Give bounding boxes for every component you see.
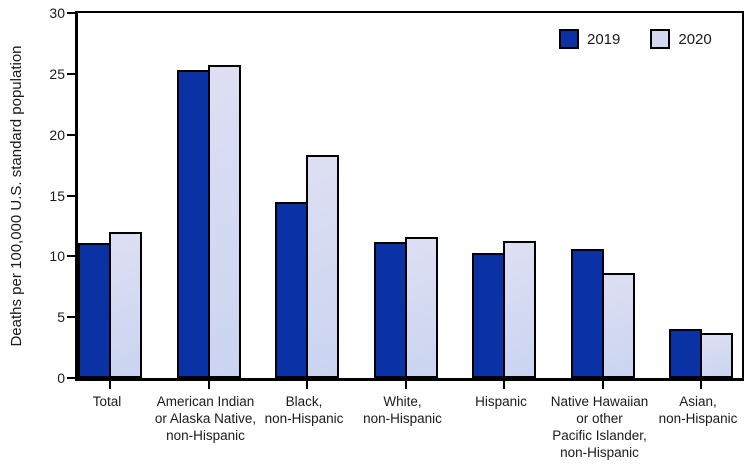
x-tick	[503, 381, 505, 389]
plot-content: 2019 2020 0 5 10 15 20 25 30	[49, 5, 742, 389]
y-tick	[67, 316, 75, 319]
y-tick	[67, 133, 75, 136]
bar-group	[669, 13, 733, 378]
legend-label: 2020	[678, 30, 712, 48]
y-tick	[67, 72, 75, 75]
y-tick-label: 5	[57, 309, 65, 326]
y-tick	[67, 194, 75, 197]
bar-2020	[700, 332, 733, 378]
legend: 2019 2020	[559, 29, 712, 49]
bar-2020	[404, 236, 438, 378]
x-category-label: Hispanic	[475, 394, 527, 409]
bar-group	[78, 13, 142, 378]
x-category-label: Native Hawaiian or other Pacific Islande…	[550, 394, 649, 460]
y-tick	[67, 12, 75, 14]
y-tick	[67, 377, 75, 379]
legend-item-2020: 2020	[650, 29, 712, 49]
legend-item-2019: 2019	[559, 29, 620, 49]
x-tick	[404, 381, 407, 389]
legend-swatch-2020	[650, 29, 671, 49]
x-tick	[700, 381, 702, 389]
x-category-label: Total	[92, 394, 122, 409]
x-category-label: American Indian or Alaska Native, non-Hi…	[154, 394, 257, 443]
y-tick-label: 0	[57, 370, 65, 386]
bar-2019	[373, 241, 407, 378]
bar-2020	[503, 240, 536, 378]
bar-group	[373, 13, 438, 378]
legend-label: 2019	[587, 30, 621, 48]
bar-2019	[669, 329, 702, 378]
y-tick-label: 30	[49, 5, 65, 21]
bar-2020	[207, 65, 241, 378]
bar-2019	[472, 252, 505, 378]
x-category-label: Asian, non-Hispanic	[658, 394, 738, 426]
bar-2020	[109, 232, 142, 378]
bar-2020	[601, 273, 635, 378]
x-tick	[207, 381, 210, 389]
x-category-label: Black, non-Hispanic	[264, 394, 344, 426]
y-tick-label: 15	[49, 187, 65, 204]
bar-group	[472, 13, 536, 378]
x-tick	[601, 381, 604, 389]
bar-2019	[78, 242, 111, 378]
x-tick	[306, 381, 308, 389]
legend-swatch-2019	[559, 29, 579, 49]
y-tick-label: 20	[49, 126, 65, 143]
y-tick-label: 10	[49, 248, 65, 265]
bar-group	[176, 13, 241, 378]
bar-2020	[306, 155, 339, 378]
bar-2019	[176, 70, 210, 378]
x-category-label: White, non-Hispanic	[363, 394, 442, 426]
plot-area: 2019 2020 0 5 10 15 20 25 30	[49, 5, 744, 389]
bar-2019	[570, 249, 604, 378]
bar-2019	[275, 201, 308, 378]
x-tick	[109, 381, 111, 389]
y-tick	[67, 255, 75, 258]
y-tick-label: 25	[49, 65, 65, 82]
bar-group	[570, 13, 635, 378]
bar-group	[275, 13, 339, 378]
